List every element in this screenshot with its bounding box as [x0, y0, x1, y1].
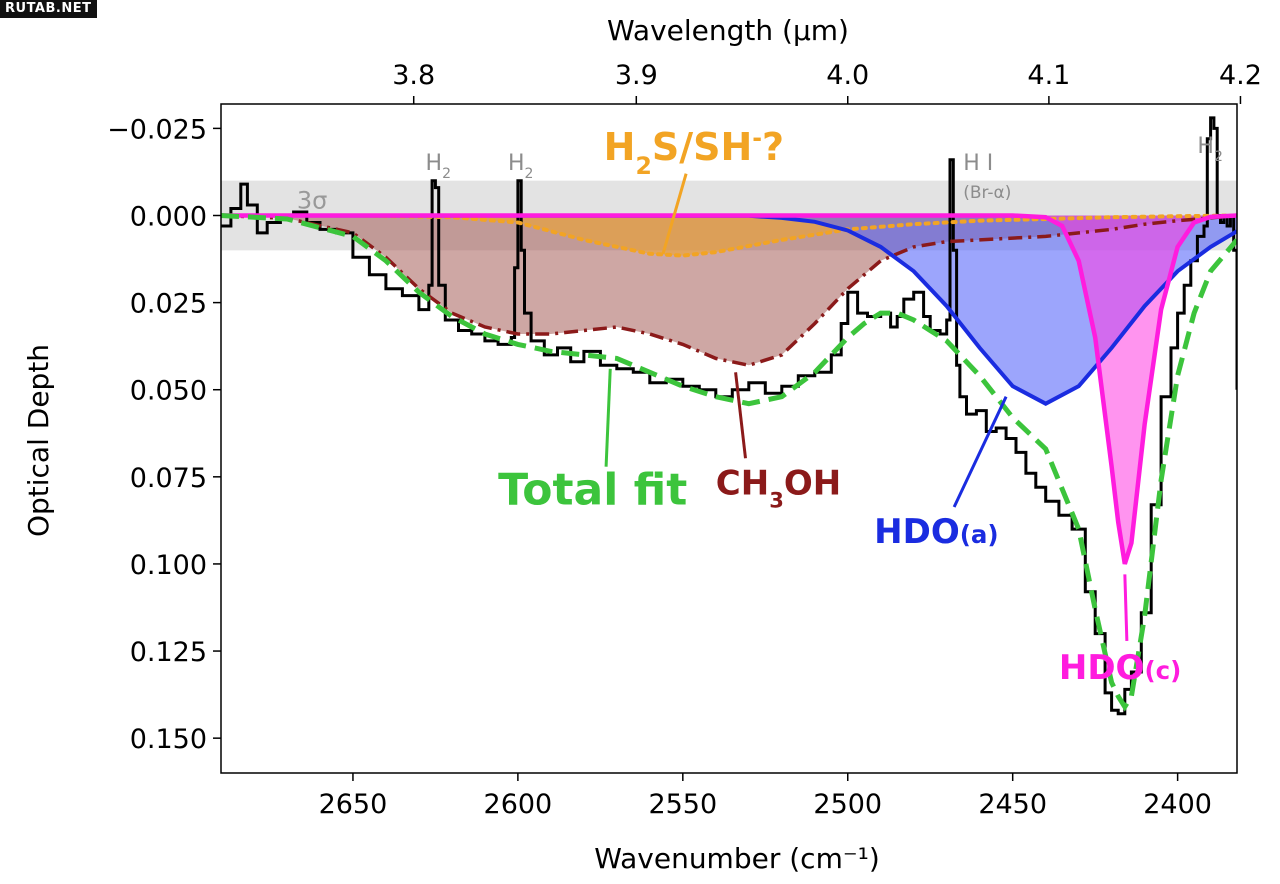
annotation-pointer — [734, 372, 747, 459]
watermark: RUTAB.NET — [0, 0, 98, 18]
y-tick-label: 0.075 — [130, 463, 207, 494]
area-ch3oh — [221, 215, 1237, 366]
top-x-tick-label: 3.9 — [615, 60, 658, 91]
series-line-total-fit — [221, 213, 1237, 712]
series-line-ch3oh — [221, 213, 1237, 368]
annotation-label: HDO(c) — [1059, 648, 1181, 688]
y-tick-label: 0.025 — [130, 289, 207, 320]
annotation-pointer — [952, 396, 1008, 508]
x-tick-label: 2600 — [484, 789, 553, 820]
series-line-hdo-c- — [221, 213, 1237, 565]
line-label: (Br-α) — [963, 183, 1011, 203]
y-axis-title: Optical Depth — [22, 344, 55, 537]
x-tick-label: 2500 — [813, 789, 882, 820]
top-axis-title: Wavelength (μm) — [607, 14, 849, 47]
top-x-tick-label: 4.1 — [1027, 60, 1070, 91]
x-tick-label: 2400 — [1143, 789, 1212, 820]
sigma-band-label: 3σ — [297, 187, 327, 215]
y-tick-label: 0.000 — [130, 202, 207, 233]
y-tick-label: 0.125 — [130, 637, 207, 668]
annotation-pointer — [661, 173, 688, 255]
x-tick-label: 2550 — [648, 789, 717, 820]
plot-frame — [220, 103, 1238, 774]
y-tick-label: 0.150 — [130, 724, 207, 755]
series-line-h2s-sh- — [221, 213, 1237, 258]
top-x-tick-label: 4.0 — [826, 60, 869, 91]
annotation-label: HDO(a) — [874, 512, 998, 552]
line-label: H I — [963, 151, 993, 176]
observed-spectrum-line — [221, 116, 1237, 716]
line-label: H2 — [426, 151, 451, 182]
annotation-label: Total fit — [498, 465, 687, 516]
y-tick-label: 0.050 — [130, 376, 207, 407]
line-label: H2 — [1197, 134, 1222, 165]
annotation-label: H2S/SH-? — [604, 124, 784, 180]
y-tick-label: −0.025 — [107, 114, 207, 145]
x-tick-label: 2450 — [978, 789, 1047, 820]
top-x-tick-label: 3.8 — [392, 60, 435, 91]
plot-area: 3σ — [221, 116, 1237, 716]
x-tick-label: 2650 — [319, 789, 388, 820]
top-x-tick-label: 4.2 — [1219, 60, 1262, 91]
area-h2s-sh- — [221, 215, 1237, 256]
y-tick-label: 0.100 — [130, 550, 207, 581]
area-hdo-c- — [221, 215, 1237, 564]
annotation-label: CH3OH — [716, 463, 841, 512]
annotation-pointer — [604, 368, 612, 467]
x-axis-title: Wavenumber (cm⁻¹) — [594, 842, 880, 875]
area-hdo-a- — [221, 215, 1237, 404]
line-label: H2 — [508, 151, 533, 182]
annotation-pointer — [1123, 574, 1129, 641]
series-line-hdo-a- — [221, 213, 1237, 406]
